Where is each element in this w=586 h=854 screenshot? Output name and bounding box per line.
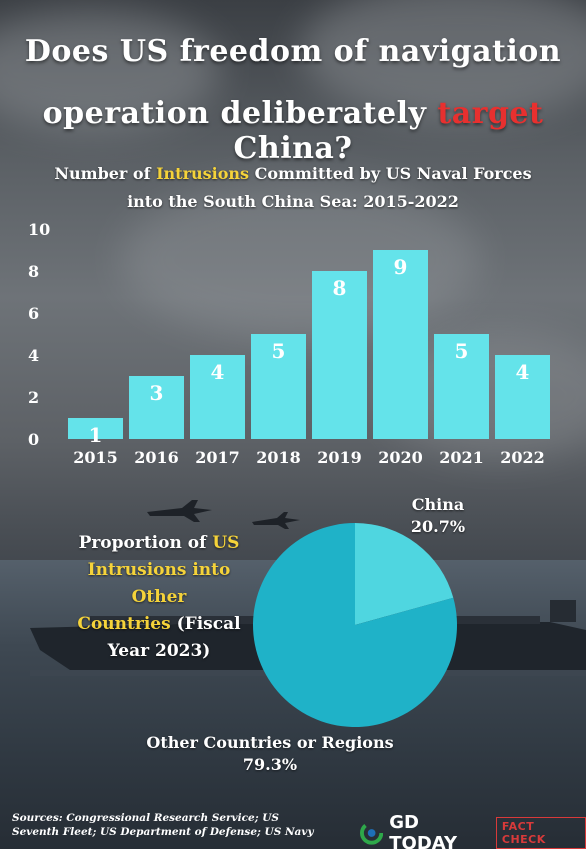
pie-title-line4: Year 2023): [107, 641, 211, 661]
bar: [190, 355, 245, 439]
bar-chart-subtitle-text: Committed by US Naval Forces: [249, 164, 532, 183]
gd-today-logo-icon: [360, 821, 384, 845]
sources-line1: Sources: Congressional Research Service;…: [12, 812, 279, 824]
bar-value-label: 4: [516, 360, 530, 384]
pie-title-highlight: Countries: [77, 614, 171, 634]
x-tick-label: 2016: [134, 448, 179, 467]
bar-chart-subtitle-line1: Number of Intrusions Committed by US Nav…: [0, 160, 586, 188]
x-tick-label: 2018: [256, 448, 301, 467]
pie-slice: [355, 523, 454, 625]
bar: [495, 355, 550, 439]
pie-title-text: (Fiscal: [170, 614, 241, 634]
pie-chart: [253, 523, 457, 727]
pie-title-highlight: US: [212, 533, 240, 553]
pie-label-china: China 20.7%: [398, 494, 478, 538]
x-tick-label: 2022: [500, 448, 545, 467]
y-tick-label: 10: [28, 220, 50, 239]
bar: [434, 334, 489, 439]
pie-label-china-value: 20.7%: [410, 517, 466, 536]
bar-chart-subtitle-text: Number of: [54, 164, 157, 183]
cloud: [0, 10, 220, 130]
bar-value-label: 9: [394, 255, 408, 279]
fact-check-badge: FACT CHECK: [495, 817, 586, 849]
y-tick-label: 8: [28, 262, 39, 281]
bar-value-label: 4: [211, 360, 225, 384]
bar: [68, 418, 123, 439]
sources-note: Sources: Congressional Research Service;…: [12, 811, 314, 839]
brand-name: GD TODAY: [389, 812, 458, 854]
sources-line2: Seventh Fleet; US Department of Defense;…: [12, 826, 314, 838]
brand-logo: GD TODAY FACT CHECK: [360, 812, 586, 854]
x-tick-label: 2020: [378, 448, 423, 467]
x-tick-label: 2021: [439, 448, 484, 467]
main-title-line1: Does US freedom of navigation: [24, 34, 562, 69]
bar: [251, 334, 306, 439]
pie-label-other: Other Countries or Regions 79.3%: [110, 732, 430, 776]
bar: [373, 250, 428, 439]
pie-title-line2: Intrusions into Other: [87, 560, 231, 607]
pie-slice: [253, 523, 457, 727]
bar: [312, 271, 367, 439]
pie-label-other-name: Other Countries or Regions: [146, 733, 394, 752]
pie-chart-title: Proportion of US Intrusions into Other C…: [74, 530, 244, 665]
bar-value-label: 5: [455, 339, 469, 363]
x-tick-label: 2015: [73, 448, 118, 467]
pie-title-line3: Countries (Fiscal: [74, 611, 244, 638]
fighter-jets-image: [147, 500, 300, 529]
y-tick-label: 6: [28, 304, 39, 323]
bar-value-label: 8: [333, 276, 347, 300]
y-tick-label: 0: [28, 430, 39, 449]
main-title-line2: operation deliberately target China?: [0, 96, 586, 166]
bar-chart-subtitle-highlight: Intrusions: [156, 164, 250, 183]
x-tick-label: 2019: [317, 448, 362, 467]
bar-value-label: 3: [150, 381, 164, 405]
bar-value-label: 1: [89, 423, 103, 447]
bar-chart-subtitle-line2: into the South China Sea: 2015-2022: [127, 192, 459, 211]
bar: [129, 376, 184, 439]
cloud: [300, 0, 586, 120]
x-tick-label: 2017: [195, 448, 240, 467]
pie-label-china-name: China: [411, 495, 465, 514]
main-title-text: China?: [233, 131, 353, 166]
pie-title-text: Proportion of: [78, 533, 213, 553]
pie-label-other-value: 79.3%: [242, 755, 298, 774]
y-tick-label: 2: [28, 388, 39, 407]
main-title-accent: target: [437, 96, 544, 131]
bar-value-label: 5: [272, 339, 286, 363]
pie-title-line1: Proportion of US: [74, 530, 244, 557]
main-title-text: operation deliberately: [42, 96, 438, 131]
y-tick-label: 4: [28, 346, 39, 365]
